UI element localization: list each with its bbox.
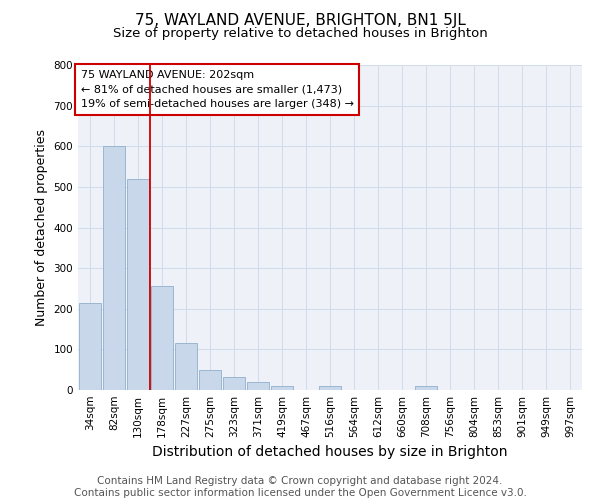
Bar <box>151 286 173 390</box>
Bar <box>247 382 269 390</box>
Bar <box>415 386 437 390</box>
Bar <box>79 302 101 390</box>
Bar <box>271 386 293 390</box>
Bar <box>319 386 341 390</box>
Bar <box>103 146 125 390</box>
Text: Contains HM Land Registry data © Crown copyright and database right 2024.
Contai: Contains HM Land Registry data © Crown c… <box>74 476 526 498</box>
Bar <box>199 370 221 390</box>
Bar <box>223 376 245 390</box>
Text: 75 WAYLAND AVENUE: 202sqm
← 81% of detached houses are smaller (1,473)
19% of se: 75 WAYLAND AVENUE: 202sqm ← 81% of detac… <box>80 70 353 110</box>
Text: Size of property relative to detached houses in Brighton: Size of property relative to detached ho… <box>113 28 487 40</box>
Text: 75, WAYLAND AVENUE, BRIGHTON, BN1 5JL: 75, WAYLAND AVENUE, BRIGHTON, BN1 5JL <box>134 12 466 28</box>
Y-axis label: Number of detached properties: Number of detached properties <box>35 129 48 326</box>
Bar <box>175 344 197 390</box>
Bar <box>127 179 149 390</box>
X-axis label: Distribution of detached houses by size in Brighton: Distribution of detached houses by size … <box>152 446 508 460</box>
